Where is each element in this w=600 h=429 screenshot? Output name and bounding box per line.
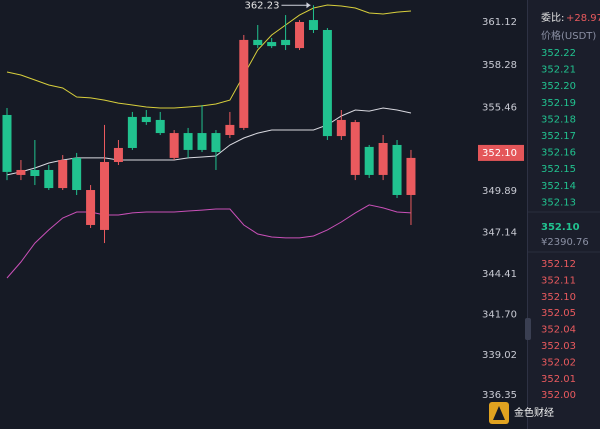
ask-price: 352.13 [541,197,576,208]
last-cny: ¥2390.76 [541,237,589,248]
candle-body [308,20,318,30]
candle-body [2,114,12,172]
candle-body [364,146,374,175]
last-price-label: 352.10 [482,148,517,159]
max-arrow-head [306,2,311,9]
ask-price: 352.22 [541,48,576,59]
candle-body [336,119,346,137]
y-tick-label: 336.35 [482,390,517,401]
candle-body [253,39,263,46]
bid-price: 352.00 [541,390,576,401]
candle-body [239,39,249,128]
candle-body [267,42,277,47]
candle-body [30,169,40,176]
band-line [6,4,412,109]
y-tick-label: 358.28 [482,60,517,71]
candle-body [127,116,137,148]
ask-price: 352.19 [541,98,576,109]
candle-body [72,157,82,191]
y-tick-label: 339.02 [482,350,517,361]
y-tick-label: 341.70 [482,310,517,321]
ask-price: 352.15 [541,164,576,175]
watermark: 金色财经 [514,406,554,419]
ask-price: 352.20 [541,81,576,92]
candle-body [16,169,26,175]
last-price-box [478,144,524,161]
drag-handle[interactable] [525,318,531,340]
ask-price: 352.14 [541,181,576,192]
bid-price: 352.05 [541,308,576,319]
candle-body [225,124,235,136]
candle-body [169,133,179,158]
ask-price: 352.17 [541,131,576,142]
candle-body [183,133,193,150]
candle-body [378,143,388,175]
candle-body [44,169,54,189]
candle-body [392,144,402,195]
y-tick-label: 344.41 [482,269,517,280]
candle-body [58,160,68,189]
candle-body [113,147,123,162]
candle-body [295,22,305,49]
ask-price: 352.18 [541,114,576,125]
bid-price: 352.10 [541,292,576,303]
bid-price: 352.02 [541,357,576,368]
candle-body [350,122,360,175]
panel-bg [528,0,600,429]
ratio-label: 委比: [541,11,564,24]
bid-price: 352.11 [541,275,576,286]
price-header: 价格(USDT) [541,29,596,42]
candle-body [281,39,291,46]
candle-body [322,29,332,137]
max-label: 362.23 [244,0,279,11]
y-tick-label: 355.46 [482,102,517,113]
ask-price: 352.21 [541,65,576,76]
bid-price: 352.01 [541,374,576,385]
candle-body [155,119,165,134]
y-tick-label: 349.89 [482,186,517,197]
bid-price: 352.12 [541,259,576,270]
bid-price: 352.04 [541,325,576,336]
candle-body [141,116,151,123]
ratio-value: +28.97 [566,13,600,24]
candle-body [406,157,416,195]
y-tick-label: 347.14 [482,228,517,239]
candle-body [197,133,207,150]
band-line [6,204,412,279]
candle-body [100,161,110,230]
logo-mark [493,406,505,420]
bid-price: 352.03 [541,341,576,352]
last-price: 352.10 [541,222,580,233]
y-tick-label: 361.12 [482,17,517,28]
candle-body [211,133,221,153]
candle-body [86,190,96,225]
ask-price: 352.16 [541,148,576,159]
